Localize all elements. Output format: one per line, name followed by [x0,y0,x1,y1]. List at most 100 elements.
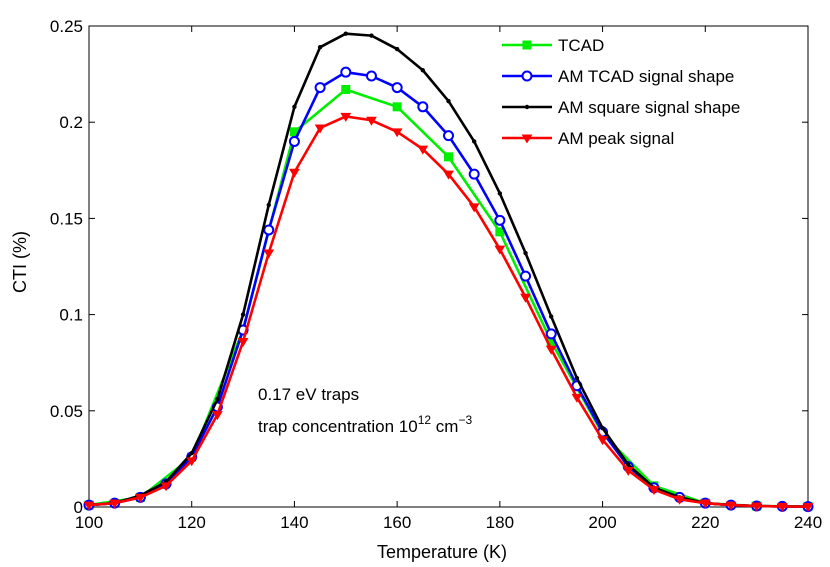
data-point [648,486,660,496]
data-point [189,450,194,456]
data-point [417,145,429,155]
x-tick-label: 160 [383,513,411,532]
annotation-unit-exponent: −3 [458,413,472,427]
data-point [444,152,453,162]
data-point [597,436,608,446]
legend-swatch-marker [521,70,533,82]
data-point [699,499,711,509]
data-point [545,328,557,340]
data-point [520,270,532,282]
legend-swatch-marker [524,104,530,110]
data-point [212,411,223,421]
data-point [520,293,531,303]
data-point [263,224,275,236]
data-point [574,375,580,381]
data-point [365,70,377,82]
y-tick-label: 0.1 [59,306,83,325]
data-point [83,501,95,511]
y-tick-label: 0.2 [59,113,83,132]
data-point [545,345,557,355]
y-tick-label: 0 [74,498,83,517]
series-am-tcad-signal-shape [83,66,814,513]
data-point [549,314,554,319]
data-point [109,499,121,509]
legend-label: AM square signal shape [558,98,740,117]
y-tick-label: 0.15 [50,209,83,228]
series-am-peak-signal [83,112,814,513]
data-point [446,98,451,104]
data-point [340,112,352,122]
data-point [443,130,454,142]
data-point [802,503,814,513]
legend-entry: AM TCAD signal shape [502,67,734,86]
data-point [392,102,402,112]
x-tick-label: 240 [794,513,822,532]
data-point [314,82,326,94]
data-point [266,202,271,208]
data-point [725,501,737,511]
x-tick-label: 120 [178,513,206,532]
legend-label: TCAD [558,36,604,55]
data-point [292,104,297,110]
legend-swatch-marker [522,40,532,50]
data-point [263,249,275,259]
axes: 100 120 140 160 180 200 220 240 0 0.05 0.1 0.15 0.2 0… [50,17,822,532]
annotation-text: trap concentration 10 [258,417,418,436]
data-point [523,250,528,256]
data-point [289,168,300,178]
data-point [494,245,506,255]
data-point [160,482,172,492]
plot-frame [88,25,809,508]
data-point [497,191,503,196]
data-point [571,393,583,403]
data-point [340,66,352,78]
data-point [420,68,426,73]
annotation-exponent: 12 [418,413,432,427]
legend-entry: AM peak signal [502,129,674,148]
data-point [391,128,403,138]
x-axis-title: Temperature (K) [377,542,507,562]
data-point [626,462,631,467]
legend-entry: TCAD [502,36,604,55]
data-point [468,168,480,180]
data-point [600,425,605,431]
x-tick-label: 140 [280,513,308,532]
legend: TCAD AM TCAD signal shape AM square signal… [502,36,740,148]
data-point [776,502,788,512]
x-tick-label: 200 [588,513,616,532]
x-tick-label: 100 [75,513,103,532]
data-point [314,124,326,134]
data-point [471,139,477,144]
data-point [417,101,429,113]
data-point [391,82,403,94]
annotation-unit: cm [431,417,458,436]
legend-swatch-marker [521,134,533,144]
data-point [288,135,300,147]
data-point [134,493,146,503]
data-point [343,31,348,36]
y-tick-label: 0.05 [50,402,83,421]
data-point [468,203,480,213]
data-point [622,466,634,476]
data-point [751,502,763,512]
data-point [240,312,246,317]
legend-label: AM peak signal [558,129,674,148]
legend-entry: AM square signal shape [502,98,740,117]
data-point [443,170,454,180]
data-point [186,457,198,467]
legend-label: AM TCAD signal shape [558,67,734,86]
data-point [237,338,249,348]
x-tick-label: 180 [486,513,514,532]
data-point [494,214,506,226]
annotation-line-2: trap concentration 1012 cm−3 [258,413,472,436]
annotation-line-1: 0.17 eV traps [258,385,359,404]
x-tick-label: 220 [691,513,719,532]
y-tick-label: 0.25 [50,17,83,36]
data-point [341,84,351,94]
data-point [366,116,377,126]
data-point [394,46,400,52]
data-point [215,397,220,402]
plot-series [83,31,814,513]
data-point [317,44,323,50]
